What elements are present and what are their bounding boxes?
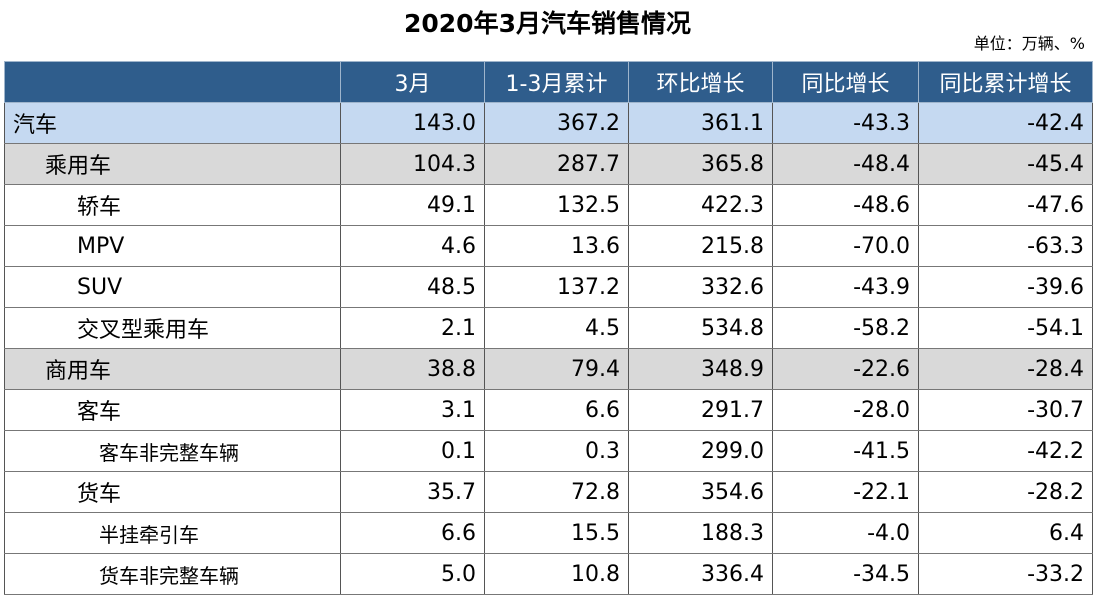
cell-value: -43.9 — [772, 266, 919, 308]
row-label: 汽车 — [4, 102, 341, 144]
cell-value: -33.2 — [918, 553, 1093, 595]
cell-value: -48.6 — [772, 184, 919, 226]
column-header: 3月 — [340, 61, 485, 103]
column-header: 同比累计增长 — [918, 61, 1093, 103]
row-label: 轿车 — [4, 184, 341, 226]
cell-value: -22.6 — [772, 348, 919, 390]
cell-value: 6.6 — [484, 389, 629, 431]
cell-value: 332.6 — [628, 266, 773, 308]
cell-value: 6.6 — [340, 512, 485, 554]
cell-value: 0.3 — [484, 430, 629, 472]
cell-value: -63.3 — [918, 225, 1093, 267]
cell-value: 35.7 — [340, 471, 485, 513]
cell-value: -30.7 — [918, 389, 1093, 431]
column-header: 同比增长 — [772, 61, 919, 103]
cell-value: 10.8 — [484, 553, 629, 595]
cell-value: 354.6 — [628, 471, 773, 513]
cell-value: -39.6 — [918, 266, 1093, 308]
header-row: 3月 1-3月累计 环比增长 同比增长 同比累计增长 — [4, 61, 1093, 103]
table-row: 汽车 143.0 367.2 361.1 -43.3 -42.4 — [4, 102, 1093, 144]
cell-value: 215.8 — [628, 225, 773, 267]
cell-value: 49.1 — [340, 184, 485, 226]
cell-value: -47.6 — [918, 184, 1093, 226]
cell-value: -34.5 — [772, 553, 919, 595]
table-row: 商用车 38.8 79.4 348.9 -22.6 -28.4 — [4, 348, 1093, 390]
cell-value: 143.0 — [340, 102, 485, 144]
table-row: SUV 48.5 137.2 332.6 -43.9 -39.6 — [4, 266, 1093, 308]
cell-value: 3.1 — [340, 389, 485, 431]
cell-value: -54.1 — [918, 307, 1093, 349]
cell-value: 72.8 — [484, 471, 629, 513]
cell-value: 137.2 — [484, 266, 629, 308]
table-row: 轿车 49.1 132.5 422.3 -48.6 -47.6 — [4, 184, 1093, 226]
row-label: 客车 — [4, 389, 341, 431]
table-row: 货车非完整车辆 5.0 10.8 336.4 -34.5 -33.2 — [4, 553, 1093, 595]
cell-value: 15.5 — [484, 512, 629, 554]
table-row: 客车非完整车辆 0.1 0.3 299.0 -41.5 -42.2 — [4, 430, 1093, 472]
row-label: MPV — [4, 225, 341, 267]
cell-value: 422.3 — [628, 184, 773, 226]
table-row: MPV 4.6 13.6 215.8 -70.0 -63.3 — [4, 225, 1093, 267]
cell-value: 48.5 — [340, 266, 485, 308]
row-label: 乘用车 — [4, 143, 341, 185]
cell-value: -4.0 — [772, 512, 919, 554]
cell-value: -42.2 — [918, 430, 1093, 472]
cell-value: -43.3 — [772, 102, 919, 144]
cell-value: -28.2 — [918, 471, 1093, 513]
column-header: 1-3月累计 — [484, 61, 629, 103]
column-header: 环比增长 — [628, 61, 773, 103]
row-label: 货车 — [4, 471, 341, 513]
row-label: 客车非完整车辆 — [4, 430, 341, 472]
cell-value: 104.3 — [340, 143, 485, 185]
cell-value: 13.6 — [484, 225, 629, 267]
table-row: 半挂牵引车 6.6 15.5 188.3 -4.0 6.4 — [4, 512, 1093, 554]
cell-value: -28.0 — [772, 389, 919, 431]
cell-value: -22.1 — [772, 471, 919, 513]
cell-value: 6.4 — [918, 512, 1093, 554]
title: 2020年3月汽车销售情况 — [404, 9, 691, 38]
sales-table: 3月 1-3月累计 环比增长 同比增长 同比累计增长 汽车 143.0 367.2 361.1… — [4, 61, 1093, 595]
cell-value: -58.2 — [772, 307, 919, 349]
table-row: 客车 3.1 6.6 291.7 -28.0 -30.7 — [4, 389, 1093, 431]
cell-value: 348.9 — [628, 348, 773, 390]
row-label: 半挂牵引车 — [4, 512, 341, 554]
cell-value: 361.1 — [628, 102, 773, 144]
cell-value: 79.4 — [484, 348, 629, 390]
cell-value: 4.6 — [340, 225, 485, 267]
unit: 单位：万辆、% — [973, 34, 1085, 53]
row-label: 货车非完整车辆 — [4, 553, 341, 595]
cell-value: 38.8 — [340, 348, 485, 390]
table-row: 乘用车 104.3 287.7 365.8 -48.4 -45.4 — [4, 143, 1093, 185]
cell-value: 534.8 — [628, 307, 773, 349]
cell-value: -28.4 — [918, 348, 1093, 390]
cell-value: 367.2 — [484, 102, 629, 144]
table-row: 交叉型乘用车 2.1 4.5 534.8 -58.2 -54.1 — [4, 307, 1093, 349]
cell-value: 299.0 — [628, 430, 773, 472]
cell-value: 188.3 — [628, 512, 773, 554]
cell-value: 0.1 — [340, 430, 485, 472]
cell-value: 291.7 — [628, 389, 773, 431]
cell-value: 5.0 — [340, 553, 485, 595]
header-cell — [4, 61, 341, 103]
cell-value: 336.4 — [628, 553, 773, 595]
cell-value: -45.4 — [918, 143, 1093, 185]
cell-value: -48.4 — [772, 143, 919, 185]
cell-value: 365.8 — [628, 143, 773, 185]
cell-value: -70.0 — [772, 225, 919, 267]
row-label: 商用车 — [4, 348, 341, 390]
row-label: 交叉型乘用车 — [4, 307, 341, 349]
cell-value: 132.5 — [484, 184, 629, 226]
table-row: 货车 35.7 72.8 354.6 -22.1 -28.2 — [4, 471, 1093, 513]
cell-value: -41.5 — [772, 430, 919, 472]
cell-value: -42.4 — [918, 102, 1093, 144]
cell-value: 2.1 — [340, 307, 485, 349]
row-label: SUV — [4, 266, 341, 308]
cell-value: 287.7 — [484, 143, 629, 185]
cell-value: 4.5 — [484, 307, 629, 349]
